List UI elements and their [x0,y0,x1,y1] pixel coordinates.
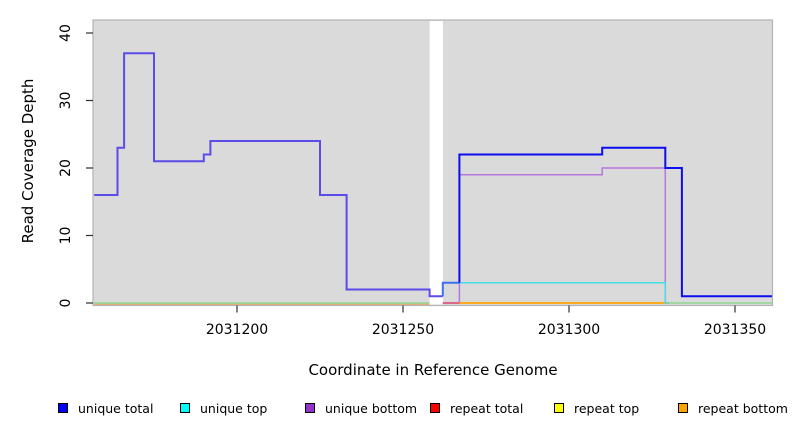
y-axis-title: Read Coverage Depth [19,78,37,244]
x-axis-title: Coordinate in Reference Genome [308,361,558,379]
x-tick-label: 2031350 [704,322,766,338]
legend-swatch-repeat-bottom [678,403,688,413]
legend-label-repeat-bottom: repeat bottom [698,400,788,416]
series-unique-top [442,282,669,304]
y-tick-label: 30 [58,92,74,110]
y-tick-label: 40 [58,24,74,42]
legend-label-unique-bottom: unique bottom [325,400,418,416]
legend-item-repeat-top: repeat top [554,400,639,416]
y-tick-label: 10 [58,227,74,245]
series-unique-total-gap-step [441,281,460,297]
legend-label-unique-total: unique total [78,400,154,416]
legend-label-unique-top: unique top [200,400,268,416]
legend-swatch-repeat-total [430,403,440,413]
legend-item-repeat-total: repeat total [430,400,523,416]
plot-border [92,19,774,307]
y-tick-label: 20 [58,159,74,177]
legend-swatch-repeat-top [554,403,564,413]
legend-label-repeat-total: repeat total [450,400,524,416]
legend-swatch-unique-top [180,403,190,413]
legend-item-unique-total: unique total [58,400,153,416]
legend-swatch-unique-bottom [305,403,315,413]
series-unique-total-right [458,146,773,298]
series-unique-total-left [94,52,443,298]
x-tick-label: 2031200 [206,322,268,338]
legend-item-unique-bottom: unique bottom [305,400,417,416]
y-tick-label: 0 [58,299,74,308]
legend-item-unique-top: unique top [180,400,267,416]
legend-swatch-unique-total [58,403,68,413]
x-tick-label: 2031300 [538,322,600,338]
legend-item-repeat-bottom: repeat bottom [678,400,788,416]
coverage-gap-band [429,21,443,305]
x-tick-label: 2031250 [372,322,434,338]
legend-label-repeat-top: repeat top [574,400,640,416]
